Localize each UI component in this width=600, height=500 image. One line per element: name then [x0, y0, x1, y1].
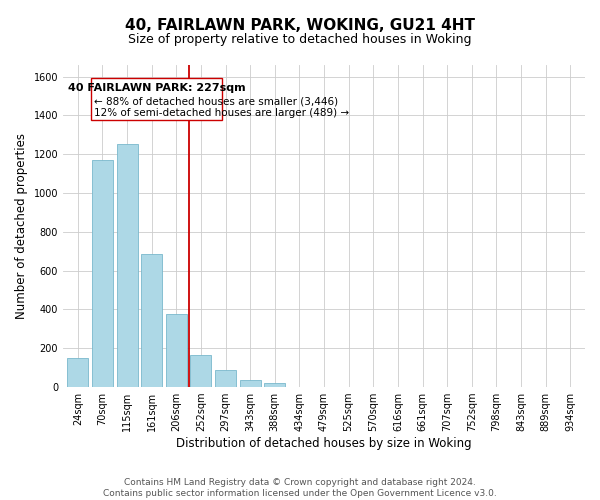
Y-axis label: Number of detached properties: Number of detached properties — [15, 133, 28, 319]
Bar — [190, 356, 211, 387]
FancyBboxPatch shape — [91, 78, 222, 120]
X-axis label: Distribution of detached houses by size in Woking: Distribution of detached houses by size … — [176, 437, 472, 450]
Bar — [92, 160, 113, 387]
Text: 12% of semi-detached houses are larger (489) →: 12% of semi-detached houses are larger (… — [94, 108, 349, 118]
Bar — [116, 144, 137, 387]
Text: 40, FAIRLAWN PARK, WOKING, GU21 4HT: 40, FAIRLAWN PARK, WOKING, GU21 4HT — [125, 18, 475, 32]
Text: ← 88% of detached houses are smaller (3,446): ← 88% of detached houses are smaller (3,… — [94, 96, 338, 106]
Bar — [239, 380, 260, 387]
Bar — [215, 370, 236, 387]
Bar — [166, 314, 187, 387]
Text: Size of property relative to detached houses in Woking: Size of property relative to detached ho… — [128, 32, 472, 46]
Bar — [265, 383, 285, 387]
Bar — [67, 358, 88, 387]
Bar — [141, 254, 162, 387]
Text: Contains HM Land Registry data © Crown copyright and database right 2024.
Contai: Contains HM Land Registry data © Crown c… — [103, 478, 497, 498]
Text: 40 FAIRLAWN PARK: 227sqm: 40 FAIRLAWN PARK: 227sqm — [68, 84, 245, 94]
